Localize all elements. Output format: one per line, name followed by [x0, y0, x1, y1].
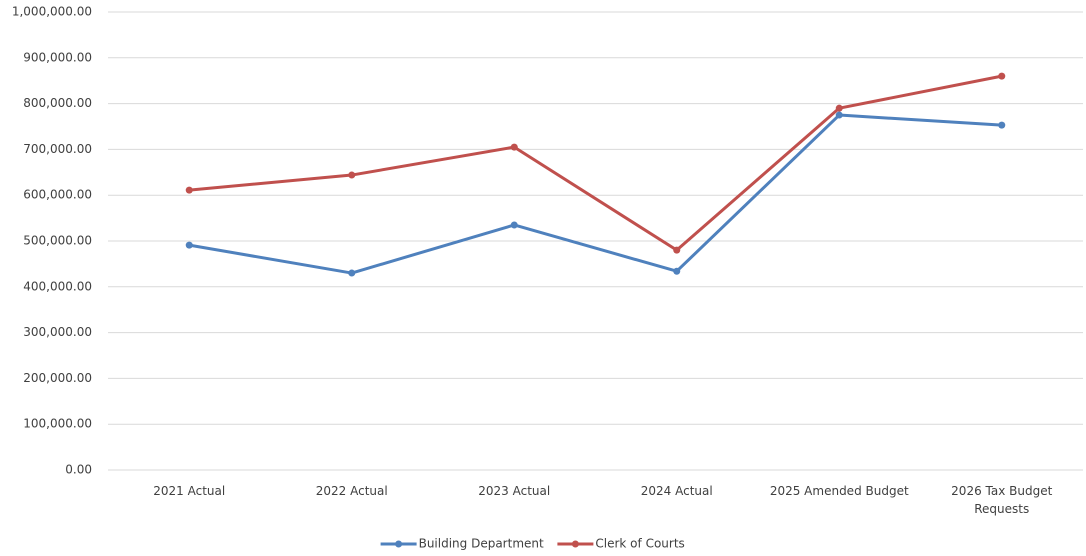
data-point	[835, 104, 843, 112]
legend-label: Building Department	[419, 537, 544, 551]
y-tick-label: 100,000.00	[23, 417, 92, 431]
data-point	[835, 111, 843, 119]
y-tick-label: 700,000.00	[23, 142, 92, 156]
y-tick-label: 200,000.00	[23, 371, 92, 385]
y-tick-label: 900,000.00	[23, 50, 92, 64]
data-point	[998, 121, 1006, 129]
data-point	[673, 267, 681, 275]
legend-marker	[395, 540, 403, 548]
y-tick-label: 500,000.00	[23, 234, 92, 248]
y-tick-label: 600,000.00	[23, 188, 92, 202]
legend-item	[557, 540, 594, 548]
y-tick-label: 1,000,000.00	[12, 5, 92, 19]
data-point	[510, 221, 518, 229]
x-tick-label: 2021 Actual	[153, 484, 226, 498]
x-tick-label: 2024 Actual	[640, 484, 713, 498]
x-tick-label: 2023 Actual	[478, 484, 551, 498]
data-point	[348, 269, 356, 277]
y-tick-label: 0.00	[65, 463, 92, 477]
x-tick-label: 2022 Actual	[315, 484, 388, 498]
series-line	[188, 113, 1002, 275]
data-point	[185, 241, 193, 249]
data-point	[348, 171, 356, 179]
series-line	[189, 74, 1003, 252]
legend-marker	[571, 540, 579, 548]
y-tick-label: 300,000.00	[23, 325, 92, 339]
data-point	[185, 186, 193, 194]
legend-item	[380, 540, 417, 548]
data-point	[673, 246, 681, 254]
x-tick-label: 2025 Amended Budget	[769, 484, 909, 498]
y-tick-label: 400,000.00	[23, 279, 92, 293]
y-tick-label: 800,000.00	[23, 96, 92, 110]
legend-label: Clerk of Courts	[595, 537, 684, 551]
data-point	[998, 72, 1006, 80]
x-tick-label: 2026 Tax Budget Requests	[951, 484, 1053, 516]
data-point	[510, 143, 518, 151]
